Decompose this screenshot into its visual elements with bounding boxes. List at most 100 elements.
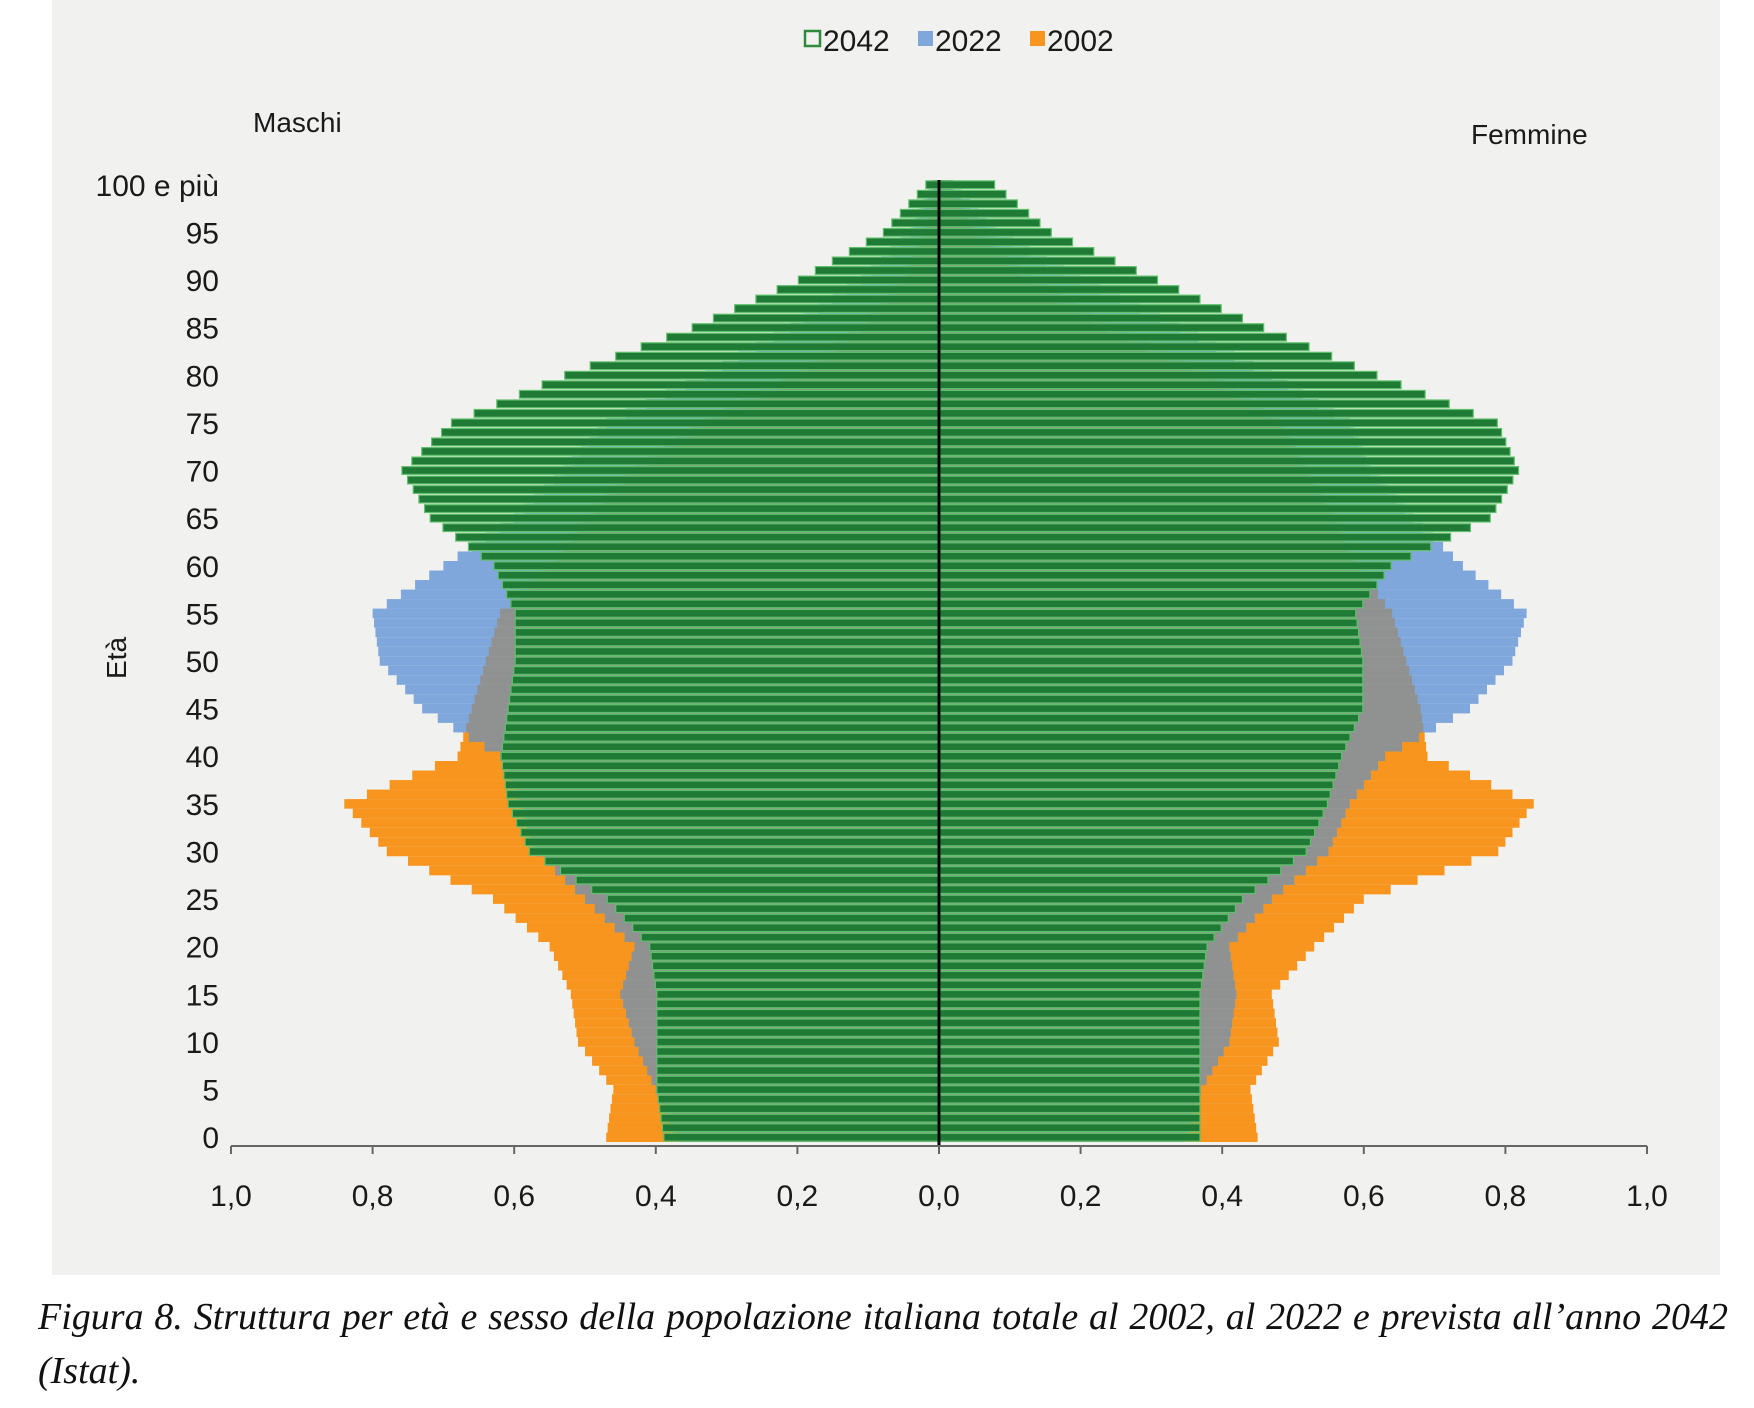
female-age-row [939, 837, 1506, 847]
bar-2042-male [559, 866, 939, 876]
female-age-row [939, 494, 1503, 504]
female-age-row [939, 684, 1487, 695]
male-age-row [361, 818, 940, 828]
male-age-row [576, 1027, 939, 1038]
y-tick-label: 50 [186, 646, 219, 679]
bar-2042-male [650, 951, 939, 961]
female-age-row [939, 275, 1159, 285]
bar-2042-female [939, 561, 1392, 571]
bar-2042-male [514, 627, 939, 637]
male-age-row [431, 437, 939, 447]
bar-2042-male [504, 723, 939, 733]
female-age-row [939, 599, 1514, 609]
female-age-row [939, 1056, 1268, 1066]
bar-2042-male [513, 666, 939, 675]
male-age-row [418, 494, 939, 504]
bar-2042-male [401, 466, 939, 475]
bar-2042-male [656, 1056, 939, 1066]
male-age-row [374, 618, 939, 628]
bar-2042-female [939, 180, 996, 190]
male-age-row [375, 627, 939, 638]
male-age-row [515, 913, 939, 923]
bar-2042-male [473, 408, 939, 418]
male-age-row [389, 780, 939, 790]
female-age-row [939, 913, 1344, 923]
male-age-row [575, 1018, 939, 1028]
maschi-label: Maschi [253, 107, 342, 138]
bar-2042-female [939, 370, 1378, 380]
bar-2042-male [518, 389, 939, 399]
bar-2042-male [423, 504, 939, 514]
legend-2002-label: 2002 [1047, 25, 1114, 58]
x-tick-label: 0,8 [352, 1180, 394, 1213]
female-age-row [939, 656, 1513, 666]
bar-2042-male [493, 561, 939, 571]
female-age-row [939, 1113, 1255, 1123]
bar-2042-female [939, 647, 1362, 656]
bar-2042-male [649, 942, 939, 952]
female-age-row [939, 418, 1498, 428]
bar-2042-female [939, 237, 1074, 247]
bar-2042-female [939, 627, 1360, 637]
male-age-row [640, 341, 939, 352]
bar-2042-female [939, 1123, 1201, 1133]
bar-2042-female [939, 837, 1312, 847]
bar-2042-male [564, 370, 939, 380]
male-age-row [553, 951, 939, 962]
female-age-row [939, 1075, 1257, 1085]
bar-2042-male [575, 875, 939, 885]
male-bars [344, 180, 940, 1142]
bar-2042-female [939, 1094, 1201, 1104]
male-age-row [891, 218, 939, 228]
y-tick-label: 25 [186, 884, 219, 917]
bar-2042-female [939, 1008, 1201, 1018]
y-tick-label: 30 [186, 836, 219, 869]
bar-2042-male [589, 361, 939, 371]
male-age-row [492, 894, 939, 904]
female-age-row [939, 199, 1018, 209]
bar-2042-male [656, 1047, 939, 1056]
male-age-row [386, 846, 939, 857]
bar-2042-female [939, 1047, 1201, 1056]
male-age-row [925, 180, 939, 190]
bar-2042-male [865, 237, 939, 247]
male-age-row [585, 1046, 939, 1057]
female-age-row [939, 208, 1030, 219]
y-tick-label: 60 [186, 551, 219, 584]
bar-2042-male [656, 1085, 939, 1095]
bar-2042-male [651, 961, 939, 971]
bar-2042-female [939, 675, 1364, 685]
female-age-row [939, 675, 1496, 685]
female-age-row [939, 732, 1425, 742]
male-age-row [797, 275, 939, 285]
bar-2042-male [848, 246, 939, 256]
male-age-row [734, 303, 939, 314]
female-age-row [939, 722, 1437, 733]
bar-2042-female [939, 408, 1474, 418]
bar-2042-male [640, 342, 939, 352]
bar-2042-female [939, 799, 1328, 809]
female-age-row [939, 341, 1310, 352]
male-age-row [412, 484, 939, 495]
female-age-row [939, 627, 1521, 638]
male-age-row [899, 208, 939, 219]
male-age-row [429, 865, 939, 876]
y-tick-label: 80 [186, 360, 219, 393]
female-age-row [939, 465, 1520, 476]
male-age-row [518, 389, 939, 400]
bar-2042-female [939, 466, 1520, 475]
female-age-row [939, 770, 1470, 781]
bar-2042-male [541, 380, 939, 390]
bar-2042-male [501, 761, 939, 771]
y-tick-label: 0 [202, 1122, 219, 1155]
bar-2042-male [412, 485, 939, 495]
bar-2042-female [939, 1104, 1201, 1114]
femmine-label: Femmine [1471, 119, 1588, 150]
female-age-row [939, 237, 1074, 247]
bar-2042-male [916, 189, 939, 199]
legend-2042-swatch [803, 29, 822, 48]
male-age-row [471, 884, 939, 895]
bar-2042-female [939, 246, 1095, 256]
female-age-row [939, 484, 1508, 495]
